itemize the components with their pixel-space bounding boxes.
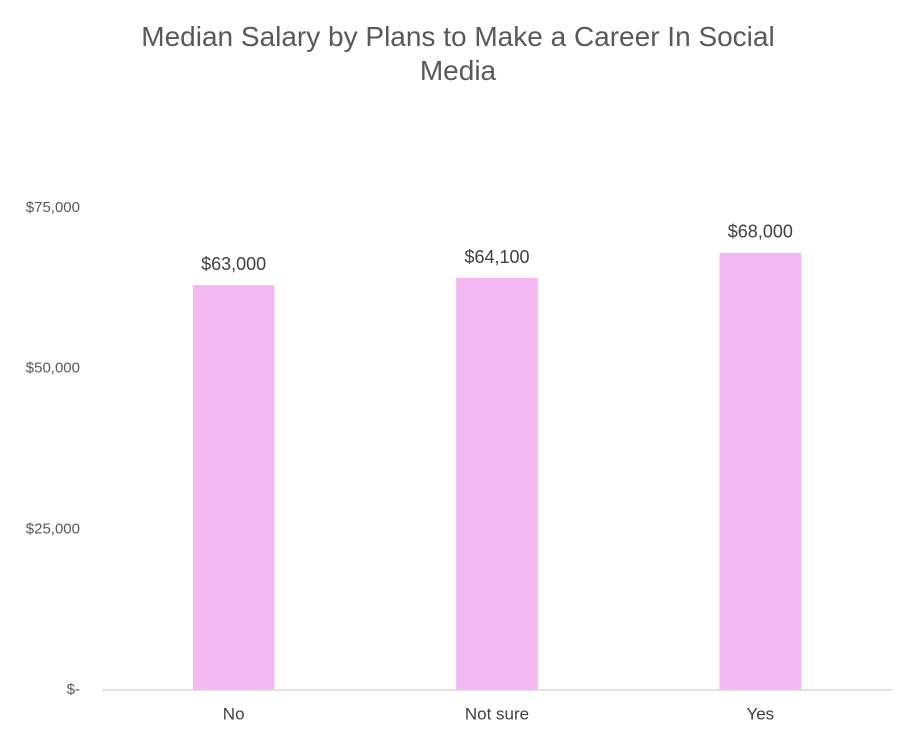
y-tick-label: $75,000 — [26, 199, 80, 216]
value-label: $68,000 — [728, 222, 793, 242]
chart-title: Median Salary by Plans to Make a Career … — [141, 21, 775, 86]
x-tick-label: No — [223, 704, 245, 723]
y-tick-label: $25,000 — [26, 520, 80, 537]
y-tick-label: $50,000 — [26, 360, 80, 377]
bar — [192, 285, 275, 690]
y-tick-label: $- — [67, 681, 80, 698]
bar — [456, 278, 538, 690]
value-label: $64,100 — [464, 247, 529, 267]
x-tick-label: Not sure — [465, 704, 529, 723]
value-label: $63,000 — [201, 254, 266, 274]
bar — [719, 252, 802, 690]
x-tick-label: Yes — [746, 704, 774, 723]
